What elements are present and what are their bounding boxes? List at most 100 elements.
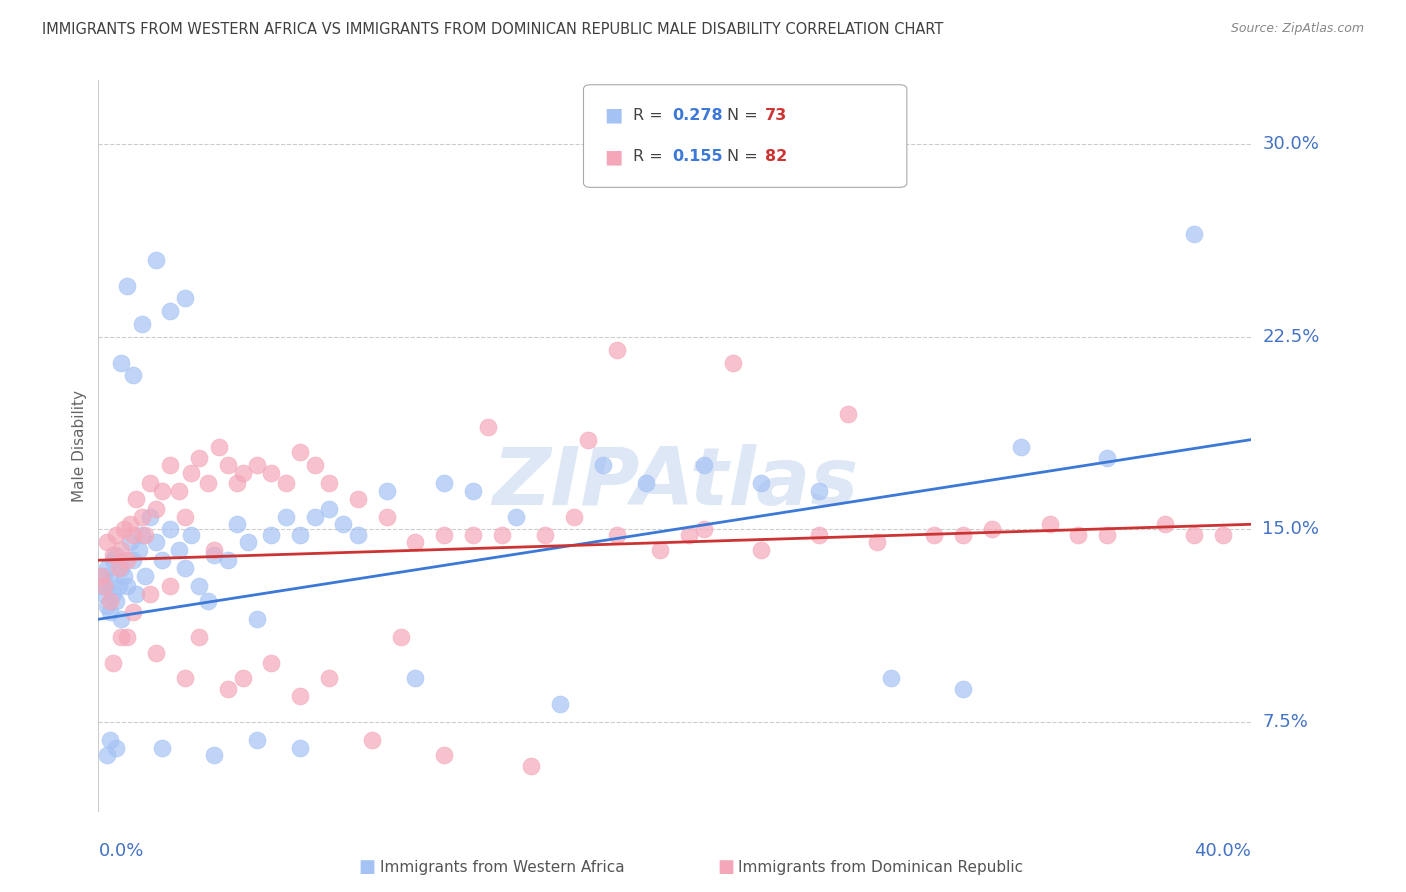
Text: 82: 82 (765, 149, 787, 164)
Point (217, 553, 239, 567)
Point (122, 605, 145, 619)
Point (246, 612, 269, 626)
Point (188, 579, 211, 593)
Point (405, 671, 427, 685)
Point (112, 568, 135, 582)
Point (117, 630, 139, 644)
Point (693, 523, 716, 537)
Point (159, 458, 181, 473)
Point (139, 586, 162, 600)
Text: R =: R = (633, 108, 668, 123)
Point (260, 527, 283, 541)
Point (96, 535, 118, 549)
Point (389, 630, 412, 644)
Text: ■: ■ (717, 858, 734, 876)
Point (117, 553, 139, 567)
Point (751, 543, 773, 558)
Point (110, 355, 132, 369)
Point (346, 491, 368, 506)
Text: ■: ■ (605, 106, 623, 125)
Point (260, 466, 283, 480)
Point (104, 594, 127, 608)
Text: Source: ZipAtlas.com: Source: ZipAtlas.com (1230, 22, 1364, 36)
Point (110, 561, 132, 575)
Point (217, 681, 239, 696)
Point (1154, 517, 1177, 532)
Point (110, 630, 132, 644)
Point (93, 568, 115, 582)
Point (134, 568, 156, 582)
Point (981, 523, 1004, 537)
Point (231, 466, 254, 480)
Point (145, 501, 167, 516)
Point (117, 579, 139, 593)
Point (96, 599, 118, 614)
Text: N =: N = (727, 108, 763, 123)
Point (433, 527, 456, 541)
Point (202, 748, 225, 763)
Text: 22.5%: 22.5% (1263, 328, 1320, 346)
Point (98, 605, 121, 619)
Point (290, 445, 312, 459)
Point (238, 535, 260, 549)
Point (225, 517, 247, 532)
Text: 15.0%: 15.0% (1263, 520, 1319, 539)
Point (751, 476, 773, 491)
Point (318, 671, 340, 685)
Point (159, 523, 181, 537)
Point (405, 535, 427, 549)
Point (180, 466, 202, 480)
Point (231, 671, 254, 685)
Point (246, 458, 269, 473)
Point (880, 671, 903, 685)
Point (505, 509, 527, 524)
Point (606, 527, 628, 541)
Point (167, 543, 190, 558)
Point (122, 368, 145, 383)
Point (150, 483, 173, 498)
Point (1067, 527, 1090, 541)
Point (197, 476, 219, 491)
Point (562, 509, 585, 524)
Point (122, 527, 145, 541)
Point (808, 483, 831, 498)
Point (110, 543, 132, 558)
Text: 0.278: 0.278 (672, 108, 723, 123)
Point (101, 586, 124, 600)
Point (101, 553, 124, 567)
Point (837, 407, 859, 421)
Point (650, 543, 672, 558)
Point (122, 553, 145, 567)
Text: 40.0%: 40.0% (1195, 842, 1251, 860)
Point (107, 561, 129, 575)
Text: 73: 73 (765, 108, 787, 123)
Point (159, 304, 181, 318)
Point (290, 740, 312, 755)
Point (128, 543, 150, 558)
Point (208, 440, 231, 454)
Point (225, 476, 247, 491)
Point (1182, 527, 1205, 541)
Point (318, 476, 340, 491)
Point (145, 535, 167, 549)
Text: R =: R = (633, 149, 668, 164)
Point (202, 543, 225, 558)
Point (104, 548, 127, 562)
Point (134, 527, 156, 541)
Point (290, 527, 312, 541)
Point (304, 458, 326, 473)
Point (1182, 227, 1205, 242)
Point (98, 594, 121, 608)
Y-axis label: Male Disability: Male Disability (72, 390, 87, 502)
Point (139, 509, 162, 524)
Point (150, 740, 173, 755)
Point (150, 553, 173, 567)
Point (197, 594, 219, 608)
Point (606, 343, 628, 357)
Point (174, 561, 197, 575)
Point (433, 476, 456, 491)
Point (101, 548, 124, 562)
Text: ■: ■ (359, 858, 375, 876)
Point (491, 527, 513, 541)
Point (110, 612, 132, 626)
